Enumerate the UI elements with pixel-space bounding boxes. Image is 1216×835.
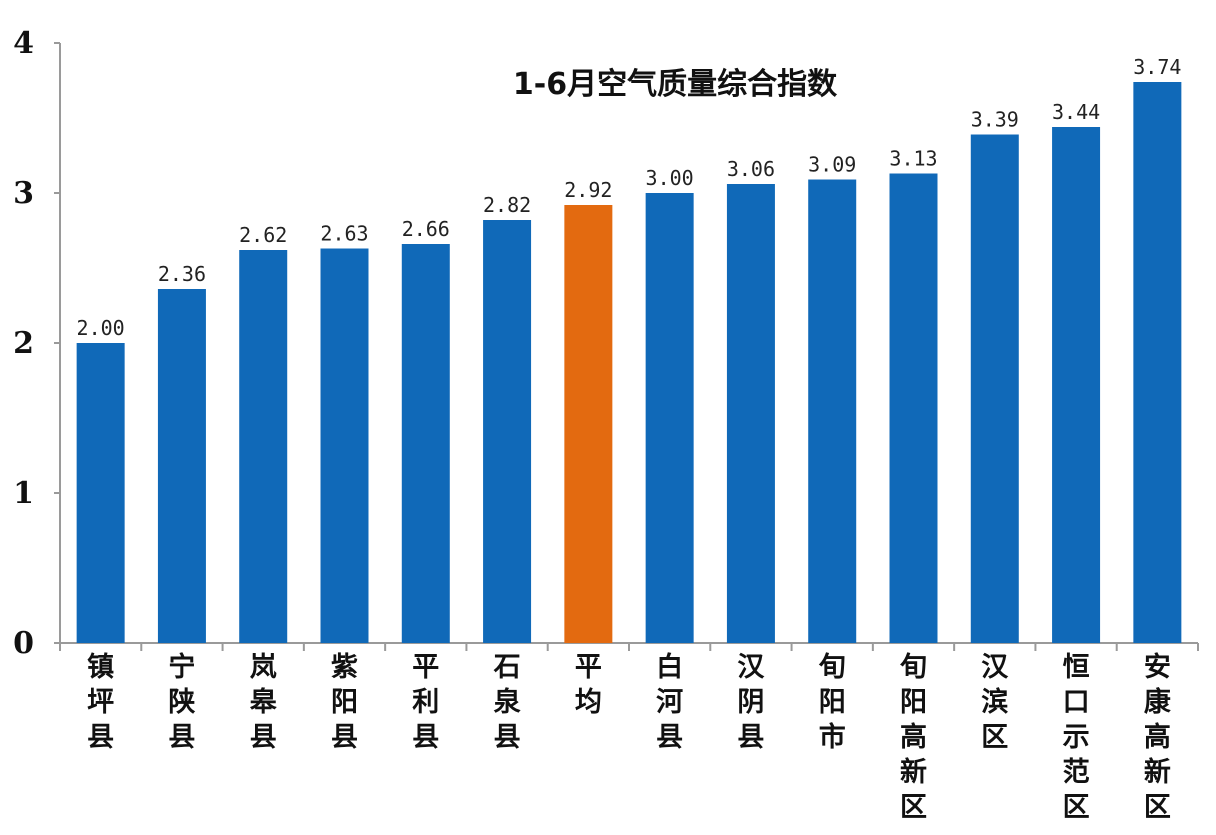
x-tick-label: 旬阳高新区 [899,652,927,823]
bar [483,220,532,643]
data-label: 3.39 [971,108,1019,132]
y-tick-label: 1 [13,476,34,511]
bar [808,179,857,643]
data-label: 3.74 [1133,55,1181,79]
x-tick-label: 紫阳县 [331,652,358,753]
bar [1052,127,1101,643]
x-tick-label: 平均 [575,652,602,718]
bar [970,134,1019,643]
bar [889,173,938,643]
chart-title: 1-6月空气质量综合指数 [513,67,838,102]
x-axis-labels: 镇坪县 宁陕县 岚皋县 紫阳县 平利县 石泉县 平均 白河县 汉阴县 旬阳市 旬阳高新区 汉滨区 恒口示… [87,651,1172,823]
x-tick-label: 安康高新区 [1144,652,1172,823]
x-tick-label: 汉阴县 [737,652,765,753]
data-label: 2.63 [320,222,368,246]
y-tick-label: 4 [13,26,34,61]
data-label: 3.13 [889,147,937,171]
bar [564,205,613,643]
x-tick-label: 石泉县 [493,652,522,753]
bar [157,289,206,643]
x-tick-label: 镇坪县 [87,652,114,753]
data-label: 2.66 [402,217,450,241]
value-labels: 2.00 2.36 2.62 2.63 2.66 2.82 2.92 3.00 3.06 3.09… [77,55,1182,340]
bar [76,343,125,643]
data-label: 3.00 [646,166,694,190]
x-tick-label: 旬阳市 [818,652,846,753]
data-label: 2.62 [239,223,287,247]
data-label: 2.82 [483,193,531,217]
bar [726,184,775,643]
x-tick-label: 平利县 [412,652,439,753]
bar [401,244,450,643]
data-label: 3.09 [808,153,856,177]
y-tick-label: 3 [13,176,34,211]
x-tick-label: 白河县 [656,651,683,753]
bar [320,248,369,643]
bar [239,250,288,643]
x-tick-label: 岚皋县 [250,652,278,753]
data-label: 2.92 [564,178,612,202]
x-tick-label: 宁陕县 [168,651,195,753]
data-label: 3.44 [1052,100,1100,124]
bar [645,193,694,643]
x-tick-label: 汉滨区 [981,652,1009,753]
data-label: 3.06 [727,157,775,181]
bar [1133,82,1182,643]
data-label: 2.00 [77,316,125,340]
x-tick-label: 恒口示范区 [1063,652,1090,823]
y-tick-label: 2 [13,326,34,361]
bars [76,82,1182,643]
data-label: 2.36 [158,262,206,286]
y-tick-label: 0 [13,626,34,661]
